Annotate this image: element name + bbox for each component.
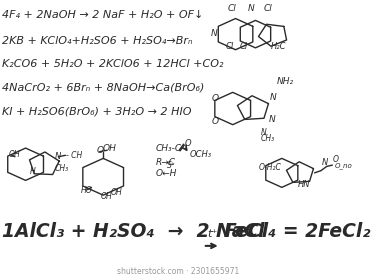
Text: Cl: Cl [228,4,237,13]
Text: KI + H₂SO6(BrO₆) + 3H₂O → 2 HIO: KI + H₂SO6(BrO₆) + 3H₂O → 2 HIO [2,107,192,116]
Text: N: N [211,29,218,38]
Text: N: N [260,128,266,137]
Text: OH: OH [9,150,20,159]
Text: t⁺: t⁺ [207,229,217,239]
Text: 1AlCl₃ + H₂SO₄  →  2 NaCl: 1AlCl₃ + H₂SO₄ → 2 NaCl [2,222,265,241]
Text: CH₃: CH₃ [261,134,275,143]
Text: O_no: O_no [334,162,352,169]
Text: O: O [212,117,219,126]
Text: Cl: Cl [239,42,248,51]
Text: S⁺: S⁺ [167,161,176,170]
Text: OH: OH [103,144,117,153]
Text: Cl: Cl [263,4,272,13]
Text: H₂C: H₂C [271,42,287,51]
Text: Cl: Cl [225,42,233,51]
Text: K₂CO6 + 5H₂O + 2KClO6 + 12HCl +CO₂: K₂CO6 + 5H₂O + 2KClO6 + 12HCl +CO₂ [2,59,224,69]
Text: 4F₄ + 2NaOH → 2 NaF + H₂O + OF↓: 4F₄ + 2NaOH → 2 NaF + H₂O + OF↓ [2,10,204,20]
Text: O-H₂C: O-H₂C [259,163,282,172]
Text: HN: HN [298,180,310,189]
Text: O: O [332,155,338,164]
Text: OH: OH [111,188,123,197]
Text: N: N [268,115,275,123]
Text: N: N [55,152,61,161]
Text: O: O [212,94,219,103]
Text: OCH₃: OCH₃ [190,150,212,159]
Text: H: H [30,167,36,176]
Text: N: N [322,158,328,167]
Text: NH₂: NH₂ [276,77,294,86]
Text: CH₃: CH₃ [55,164,69,174]
Text: OH: OH [100,192,112,201]
Text: N: N [248,4,255,13]
Text: N: N [270,93,276,102]
Text: O: O [184,139,191,148]
Text: O: O [97,146,104,155]
Text: R→C: R→C [156,158,176,167]
Text: CH₃-C: CH₃-C [156,144,181,153]
Text: FeCl₄ = 2FeCl₂: FeCl₄ = 2FeCl₂ [224,222,371,241]
Text: - CH: - CH [66,151,82,160]
Text: O←H: O←H [156,169,177,178]
Text: 2KB + KClO₄+H₂SO6 + H₂SO₄→Brₙ: 2KB + KClO₄+H₂SO6 + H₂SO₄→Brₙ [2,36,193,46]
Text: HO: HO [81,186,92,195]
Text: 4NaCrO₂ + 6Brₙ + 8NaOH→Ca(BrO₆): 4NaCrO₂ + 6Brₙ + 8NaOH→Ca(BrO₆) [2,83,205,93]
Text: shutterstock.com · 2301655971: shutterstock.com · 2301655971 [117,267,240,276]
